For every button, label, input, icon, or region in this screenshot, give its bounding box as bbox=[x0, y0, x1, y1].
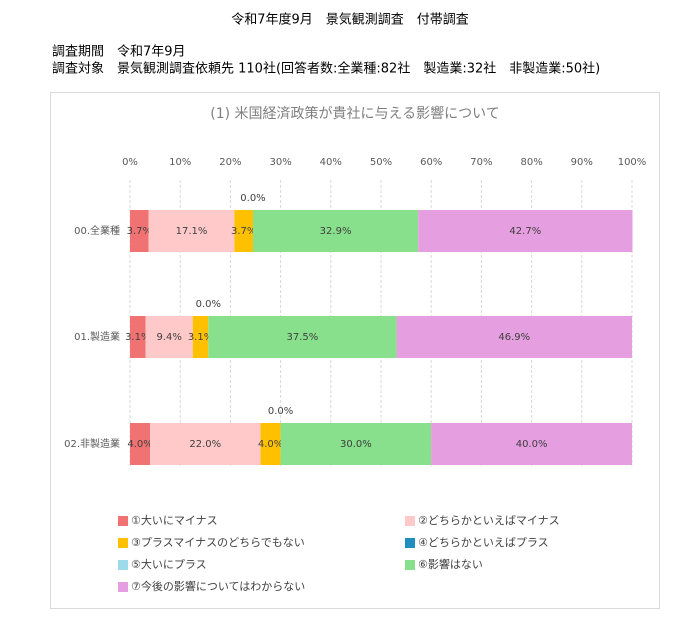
value-label: 4.0% bbox=[258, 439, 283, 450]
value-label: 0.0% bbox=[240, 193, 265, 204]
bar-segment bbox=[130, 210, 149, 252]
value-label: 46.9% bbox=[498, 332, 530, 343]
category-label: 00.全業種 bbox=[74, 224, 120, 237]
value-label: 0.0% bbox=[268, 406, 293, 417]
value-label: 4.0% bbox=[127, 439, 152, 450]
value-label: 0.0% bbox=[196, 299, 221, 310]
legend-label: ⑤大いにプラス bbox=[131, 557, 207, 571]
legend-label: ②どちらかといえばマイナス bbox=[418, 514, 560, 527]
legend-marker bbox=[118, 560, 128, 570]
x-tick-label: 90% bbox=[571, 157, 593, 168]
survey-period: 調査期間 令和7年9月 bbox=[52, 45, 186, 60]
value-label: 40.0% bbox=[516, 439, 548, 450]
legend-label: ⑦今後の影響についてはわからない bbox=[131, 579, 305, 593]
chart-title: (1) 米国経済政策が貴社に与える影響について bbox=[210, 105, 499, 122]
bar-segment bbox=[130, 316, 146, 358]
x-tick-label: 20% bbox=[219, 157, 241, 168]
value-label: 3.1% bbox=[188, 332, 213, 343]
bar-segment bbox=[418, 210, 633, 252]
x-tick-label: 60% bbox=[420, 157, 442, 168]
bar-segment bbox=[150, 423, 261, 465]
legend-marker bbox=[118, 538, 128, 548]
legend-marker bbox=[405, 516, 415, 526]
bar-segment bbox=[431, 423, 632, 465]
legend-label: ④どちらかといえばプラス bbox=[418, 536, 549, 549]
value-label: 32.9% bbox=[320, 226, 352, 237]
legend-marker bbox=[405, 560, 415, 570]
x-tick-label: 30% bbox=[269, 157, 291, 168]
legend-label: ⑥影響はない bbox=[418, 557, 483, 571]
legend-marker bbox=[118, 516, 128, 526]
x-tick-label: 70% bbox=[470, 157, 492, 168]
bar-segment bbox=[145, 316, 193, 358]
value-label: 9.4% bbox=[156, 332, 181, 343]
bar-segment bbox=[252, 210, 419, 252]
value-label: 17.1% bbox=[176, 226, 208, 237]
value-label: 3.7% bbox=[231, 226, 256, 237]
survey-target: 調査対象 景気観測調査依頼先 110社(回答者数:全業種:82社 製造業:32社… bbox=[52, 61, 600, 77]
bar-segment bbox=[130, 423, 151, 465]
value-label: 3.7% bbox=[127, 226, 152, 237]
bar-segment bbox=[280, 423, 432, 465]
bar-segment bbox=[260, 423, 281, 465]
value-label: 37.5% bbox=[287, 332, 319, 343]
value-label: 30.0% bbox=[340, 439, 372, 450]
category-label: 01.製造業 bbox=[74, 330, 120, 343]
value-label: 22.0% bbox=[189, 439, 221, 450]
bar-segment bbox=[396, 316, 632, 358]
x-tick-label: 10% bbox=[169, 157, 191, 168]
bar-segment bbox=[192, 316, 209, 358]
legend-label: ①大いにマイナス bbox=[131, 513, 218, 527]
x-tick-label: 0% bbox=[122, 157, 138, 168]
value-label: 42.7% bbox=[509, 226, 541, 237]
legend-marker bbox=[118, 582, 128, 592]
x-tick-label: 50% bbox=[370, 157, 392, 168]
bar-segment bbox=[148, 210, 235, 252]
x-tick-label: 100% bbox=[618, 157, 647, 168]
page-title: 令和7年度9月 景気観測調査 付帯調査 bbox=[231, 12, 469, 28]
bar-segment bbox=[208, 316, 397, 358]
category-label: 02.非製造業 bbox=[64, 437, 120, 450]
x-tick-label: 40% bbox=[320, 157, 342, 168]
x-tick-label: 80% bbox=[520, 157, 542, 168]
chart-frame bbox=[50, 92, 660, 609]
legend-marker bbox=[405, 538, 415, 548]
bar-segment bbox=[234, 210, 253, 252]
value-label: 3.1% bbox=[125, 332, 150, 343]
legend-label: ③プラスマイナスのどちらでもない bbox=[131, 536, 305, 549]
